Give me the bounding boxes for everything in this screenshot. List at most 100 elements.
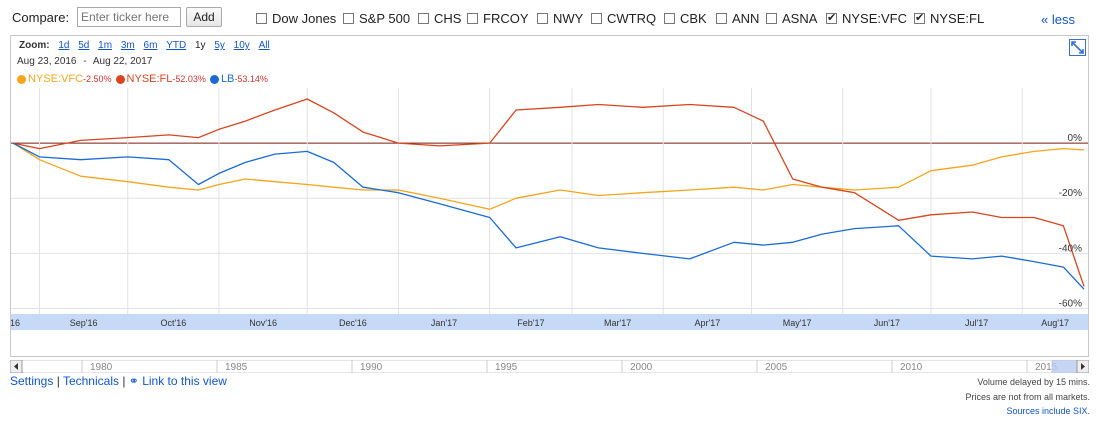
x-axis-band bbox=[11, 314, 1088, 330]
compare-item-label: FRCOY bbox=[483, 10, 529, 26]
compare-item-label: NWY bbox=[553, 10, 584, 26]
compare-item-dow-jones[interactable]: Dow Jones bbox=[256, 9, 336, 27]
checkbox-checked[interactable] bbox=[914, 11, 925, 24]
checkbox[interactable] bbox=[467, 12, 478, 24]
compare-item-frcoy[interactable]: FRCOY bbox=[467, 9, 529, 27]
date-sep: - bbox=[83, 56, 87, 67]
footer-sources-link[interactable]: Sources include SIX. bbox=[1006, 406, 1090, 416]
compare-item-nwy[interactable]: NWY bbox=[537, 9, 583, 27]
legend: NYSE:VFC -2.50% NYSE:FL -52.03% LB -53.1… bbox=[17, 73, 272, 85]
ranger-overview bbox=[21, 360, 1053, 373]
compare-item-ann[interactable]: ANN bbox=[716, 9, 759, 27]
link-separator: | bbox=[56, 374, 60, 388]
ranger-year-label: 2005 bbox=[765, 362, 788, 373]
compare-item-chs[interactable]: CHS bbox=[418, 9, 461, 27]
zoom-all[interactable]: All bbox=[258, 40, 270, 51]
legend-change: -53.14% bbox=[234, 74, 268, 84]
x-tick-label: Aug'17 bbox=[1041, 318, 1069, 328]
x-tick-label: Oct'16 bbox=[160, 318, 186, 328]
compare-item-label: ASNA bbox=[782, 10, 818, 26]
timeline-ranger[interactable]: 1980 1985 1990 1995 2000 2005 2010 2015 bbox=[10, 360, 1089, 373]
x-tick-label: May'17 bbox=[783, 318, 812, 328]
chart-links: Settings | Technicals | ⚭ Link to this v… bbox=[10, 374, 227, 388]
checkbox[interactable] bbox=[766, 12, 777, 24]
settings-link[interactable]: Settings bbox=[10, 374, 54, 388]
compare-item-cbk[interactable]: CBK bbox=[664, 9, 707, 27]
zoom-1m[interactable]: 1m bbox=[98, 40, 113, 51]
x-tick-label: Mar'17 bbox=[604, 318, 631, 328]
legend-name: NYSE:VFC bbox=[28, 73, 84, 85]
ranger-year-label: 2015 bbox=[1035, 362, 1058, 373]
zoom-5d[interactable]: 5d bbox=[78, 40, 90, 51]
date-range: Aug 23, 2016 - Aug 22, 2017 bbox=[17, 56, 152, 67]
compare-item-label: Dow Jones bbox=[272, 10, 337, 26]
checkbox[interactable] bbox=[716, 12, 727, 24]
compare-item-sp500[interactable]: S&P 500 bbox=[343, 9, 410, 27]
legend-name: LB bbox=[220, 73, 235, 85]
ranger-year-label: 1980 bbox=[90, 362, 113, 373]
checkbox[interactable] bbox=[256, 12, 267, 24]
date-from[interactable]: Aug 23, 2016 bbox=[17, 56, 77, 67]
legend-item-lb: LB -53.14% bbox=[209, 73, 268, 85]
technicals-link[interactable]: Technicals bbox=[62, 374, 119, 388]
series-line-nyse-fl bbox=[12, 98, 1085, 287]
ranger-window[interactable] bbox=[1052, 360, 1078, 373]
link-separator: | bbox=[122, 374, 126, 388]
footer-prices-note: Prices are not from all markets. bbox=[965, 392, 1090, 402]
ranger-year-label: 2000 bbox=[630, 362, 653, 373]
ranger-year-label: 1985 bbox=[225, 362, 248, 373]
link-to-view[interactable]: Link to this view bbox=[142, 374, 227, 388]
compare-item-cwtrq[interactable]: CWTRQ bbox=[591, 9, 656, 27]
expand-button[interactable] bbox=[1069, 39, 1086, 56]
compare-item-asna[interactable]: ASNA bbox=[766, 9, 817, 27]
y-tick-label: -20% bbox=[1059, 188, 1082, 199]
checkbox[interactable] bbox=[537, 12, 548, 24]
legend-change: -52.03% bbox=[172, 74, 206, 84]
zoom-label: Zoom: bbox=[19, 40, 50, 51]
compare-bar: Compare: Add Dow Jones S&P 500 CHS FRCOY… bbox=[0, 6, 1099, 30]
x-tick-label: Dec'16 bbox=[339, 318, 367, 328]
compare-item-nyse-vfc[interactable]: NYSE:VFC bbox=[826, 9, 907, 27]
series-line-lb bbox=[12, 142, 1085, 290]
zoom-1y-selected: 1y bbox=[194, 40, 206, 51]
legend-dot bbox=[209, 74, 219, 84]
compare-item-nyse-fl[interactable]: NYSE:FL bbox=[914, 9, 984, 27]
zoom-6m[interactable]: 6m bbox=[143, 40, 158, 51]
add-button[interactable]: Add bbox=[186, 7, 222, 27]
compare-label: Compare: bbox=[12, 10, 70, 25]
compare-item-label: NYSE:VFC bbox=[842, 10, 908, 26]
compare-item-label: CHS bbox=[434, 10, 462, 26]
x-tick-label: Jul'17 bbox=[965, 318, 988, 328]
checkbox-checked[interactable] bbox=[826, 11, 837, 24]
legend-item-vfc: NYSE:VFC -2.50% bbox=[17, 73, 112, 85]
checkbox[interactable] bbox=[418, 12, 429, 24]
compare-item-label: CWTRQ bbox=[607, 10, 657, 26]
zoom-3m[interactable]: 3m bbox=[120, 40, 135, 51]
ticker-input[interactable] bbox=[77, 7, 181, 27]
link-icon: ⚭ bbox=[128, 374, 139, 388]
ranger-year-label: 1990 bbox=[360, 362, 383, 373]
zoom-1d[interactable]: 1d bbox=[58, 40, 70, 51]
compare-item-label: NYSE:FL bbox=[930, 10, 985, 26]
x-tick-label: Feb'17 bbox=[517, 318, 544, 328]
date-to[interactable]: Aug 22, 2017 bbox=[92, 56, 153, 67]
price-chart[interactable]: 0% -20% -40% -60% 16 Sep'16 Oct'16 Nov'16 Dec'1… bbox=[11, 88, 1088, 330]
zoom-10y[interactable]: 10y bbox=[233, 40, 250, 51]
checkbox[interactable] bbox=[591, 12, 602, 24]
zoom-ytd[interactable]: YTD bbox=[166, 40, 187, 51]
checkbox[interactable] bbox=[664, 12, 675, 24]
x-tick-label: Nov'16 bbox=[249, 318, 277, 328]
zoom-5y[interactable]: 5y bbox=[214, 40, 225, 51]
ranger-year-label: 2010 bbox=[900, 362, 923, 373]
legend-item-fl: NYSE:FL -52.03% bbox=[115, 73, 206, 85]
compare-item-label: CBK bbox=[680, 10, 707, 26]
y-tick-label: -40% bbox=[1059, 243, 1082, 254]
checkbox[interactable] bbox=[343, 12, 354, 24]
y-tick-label: -60% bbox=[1059, 298, 1082, 309]
less-link[interactable]: « less bbox=[1041, 12, 1075, 27]
chart-frame bbox=[10, 35, 1089, 357]
y-tick-label: 0% bbox=[1068, 133, 1083, 144]
legend-dot bbox=[17, 74, 26, 84]
series-line-nyse-vfc bbox=[12, 142, 1085, 210]
footer-volume-note: Volume delayed by 15 mins. bbox=[977, 377, 1090, 387]
